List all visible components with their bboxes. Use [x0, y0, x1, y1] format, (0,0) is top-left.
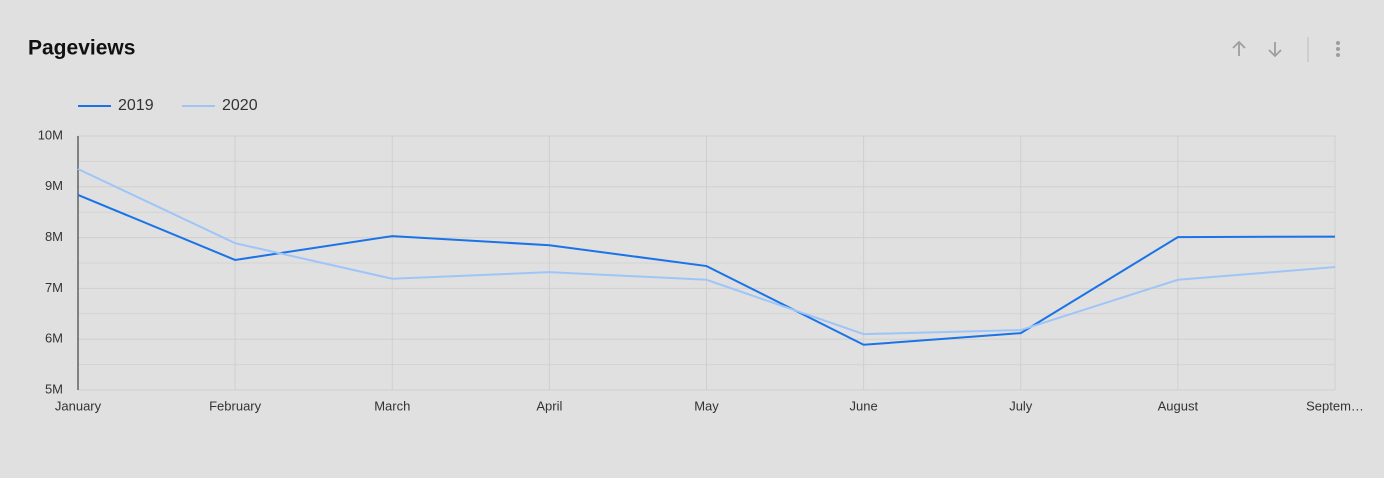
more-menu[interactable]: [1336, 41, 1340, 57]
x-tick-label: June: [850, 398, 878, 413]
x-tick-label: May: [694, 398, 719, 413]
dot: [1336, 47, 1340, 51]
icon-stroke: [1232, 40, 1246, 49]
y-tick-label: 8M: [45, 229, 63, 244]
y-tick-label: 6M: [45, 331, 63, 346]
sort-up[interactable]: [1232, 40, 1246, 56]
legend-label: 2020: [222, 97, 258, 114]
x-tick-label: April: [536, 398, 562, 413]
x-tick-label: January: [55, 398, 102, 413]
series-line: [77, 168, 1336, 336]
legend-label: 2019: [118, 97, 154, 114]
x-tick-label: March: [374, 398, 410, 413]
icon-stroke: [1268, 49, 1282, 58]
chart-title: Pageviews: [28, 37, 135, 60]
y-tick-label: 9M: [45, 178, 63, 193]
y-tick-label: 5M: [45, 381, 63, 396]
x-tick-label: Septem…: [1306, 398, 1364, 413]
dot: [1336, 41, 1340, 45]
x-tick-label: August: [1158, 398, 1199, 413]
y-tick-label: 7M: [45, 280, 63, 295]
x-tick-label: July: [1009, 398, 1033, 413]
sort-down[interactable]: [1268, 42, 1282, 58]
series-line: [77, 194, 1336, 346]
dot: [1336, 53, 1340, 57]
x-tick-label: February: [209, 398, 262, 413]
y-tick-label: 10M: [38, 127, 63, 142]
